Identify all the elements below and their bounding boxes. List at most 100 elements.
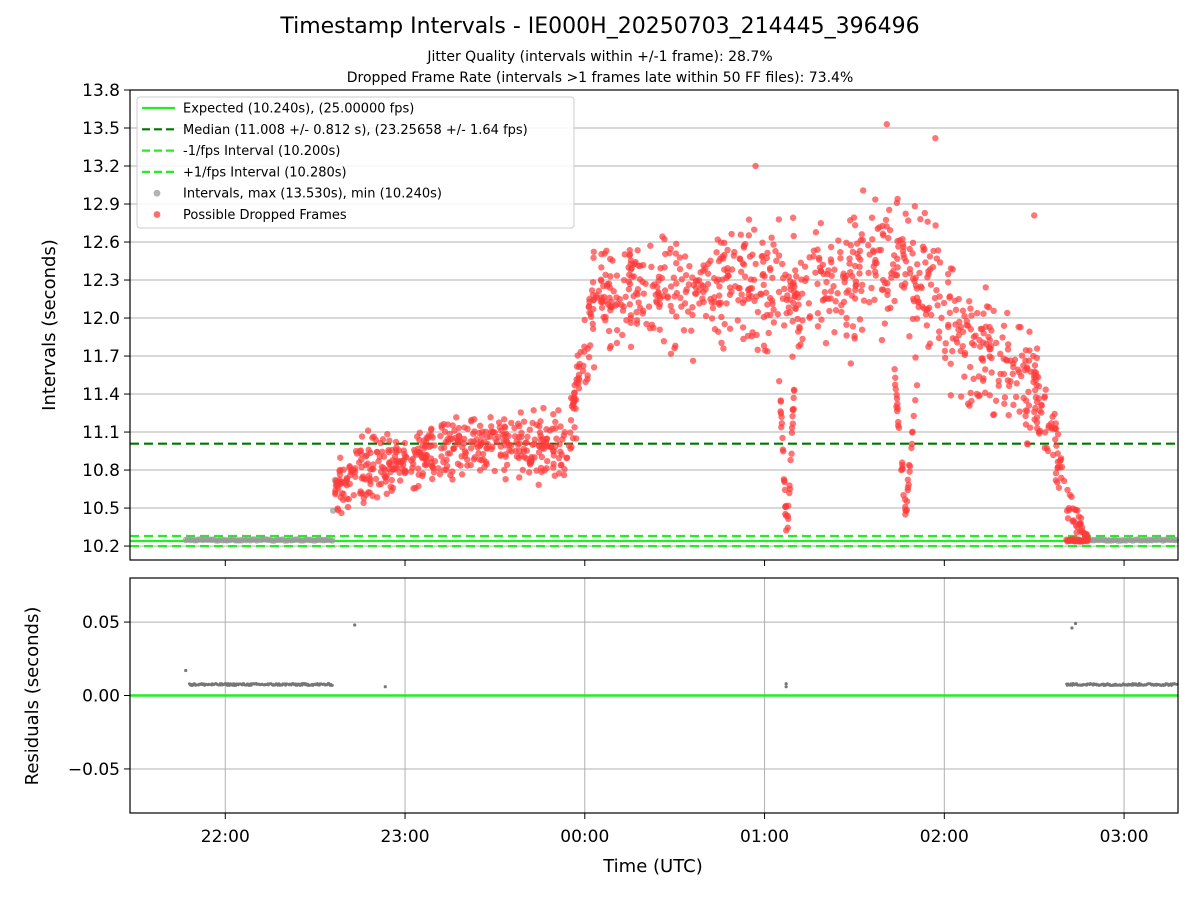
dropped-frame-point (938, 314, 945, 322)
dropped-frame-point (825, 267, 832, 274)
dropped-frame-point (979, 377, 987, 384)
dropped-frame-point (827, 256, 835, 263)
dropped-frame-point (927, 281, 935, 288)
dropped-frame-point (584, 372, 591, 379)
dropped-frame-point (835, 237, 842, 244)
dropped-frame-point (911, 278, 918, 285)
dropped-frame-point (942, 340, 949, 347)
dropped-frame-point (773, 257, 780, 265)
dropped-frame-point (476, 422, 484, 429)
dropped-frame-point (705, 260, 712, 267)
dropped-frame-point (657, 294, 664, 302)
dropped-frame-point (1025, 357, 1033, 364)
dropped-frame-point (673, 313, 680, 320)
dropped-frame-point (923, 322, 931, 329)
dropped-frame-point (976, 343, 984, 350)
dropped-frame-point (1081, 530, 1088, 538)
dropped-frame-point (686, 262, 693, 270)
dropped-frame-point (1033, 414, 1041, 421)
dropped-frame-point (525, 469, 533, 476)
dropped-frame-point (692, 284, 700, 291)
dropped-frame-point (648, 321, 656, 328)
dropped-frame-point (550, 411, 557, 418)
dropped-frame-point (453, 414, 460, 421)
dropped-frame-point (881, 320, 888, 327)
dropped-frame-point (661, 236, 668, 243)
dropped-frame-point (792, 267, 799, 274)
dropped-frame-point (369, 492, 376, 500)
dropped-frame-point (1025, 388, 1032, 396)
dropped-frame-point (752, 162, 759, 170)
dropped-frame-point (570, 395, 578, 402)
dropped-frame-point (765, 329, 772, 337)
dropped-frame-point (758, 253, 765, 260)
dropped-frame-point (585, 353, 593, 361)
dropped-frame-point (715, 299, 723, 306)
dropped-frame-point (503, 461, 511, 469)
dropped-frame-point (655, 273, 663, 280)
dropped-frame-point (656, 326, 663, 333)
dropped-frame-point (789, 214, 797, 221)
dropped-frame-point (491, 467, 498, 475)
dropped-frame-point (443, 456, 450, 464)
dropped-frame-point (379, 436, 387, 443)
dropped-frame-point (1066, 491, 1074, 499)
dropped-frame-point (1033, 354, 1041, 362)
dropped-frame-point (569, 435, 577, 442)
dropped-frame-point (806, 314, 813, 321)
dropped-frame-point (677, 294, 684, 302)
dropped-frame-point (367, 477, 374, 485)
dropped-frame-point (1026, 347, 1033, 354)
dropped-frame-point (571, 424, 578, 431)
residuals-plot: 22:00 23:00 00:00 01:00 02:00 03:00 0.05 0.00 −0… (68, 577, 1179, 847)
dropped-frame-point (828, 272, 835, 279)
dropped-frame-point (903, 506, 910, 514)
dropped-frame-point (814, 310, 822, 317)
dropped-frame-point (826, 307, 833, 315)
dropped-frame-point (603, 247, 610, 254)
dropped-frame-point (664, 293, 671, 300)
dropped-frame-point (529, 441, 536, 448)
dropped-frame-point (940, 299, 948, 307)
dropped-frame-point (482, 428, 489, 435)
dropped-frame-point (563, 454, 571, 461)
dropped-frame-point (790, 232, 797, 240)
dropped-frame-point (1036, 427, 1044, 435)
dropped-frame-point (589, 278, 597, 286)
dropped-frame-point (851, 222, 859, 229)
dropped-frame-point (673, 289, 681, 297)
dropped-frame-point (332, 482, 340, 489)
dropped-frame-point (574, 352, 581, 359)
dropped-frame-point (795, 343, 802, 350)
dropped-frame-point (759, 239, 766, 246)
dropped-frame-point (891, 365, 898, 373)
dropped-frame-point (1049, 451, 1057, 459)
intervals-plot: 10.2 10.5 10.8 11.1 11.4 11.7 12.0 12.3 12.6 12.9… (82, 81, 1180, 566)
dropped-frame-point (946, 294, 953, 301)
dropped-frame-point (421, 437, 428, 444)
dropped-frame-point (598, 250, 605, 258)
dropped-frame-point (831, 329, 838, 336)
dropped-frame-point (726, 325, 734, 332)
dropped-frame-point (560, 471, 568, 479)
y-tick-label: 10.2 (82, 537, 120, 557)
dropped-frame-point (589, 297, 597, 304)
dropped-frame-point (619, 331, 626, 339)
dropped-frame-point (852, 278, 860, 285)
dropped-frame-point (752, 260, 759, 268)
dropped-frame-point (760, 258, 767, 265)
dropped-frame-point (516, 423, 523, 430)
dropped-frame-point (1024, 441, 1031, 448)
y-tick-label: 12.3 (82, 271, 120, 291)
dropped-frame-point (843, 332, 850, 339)
dropped-frame-point (550, 464, 557, 471)
dropped-frame-point (988, 369, 995, 376)
dropped-frame-point (1032, 376, 1039, 384)
dropped-frame-point (823, 278, 830, 286)
dropped-frame-point (995, 377, 1002, 385)
dropped-frame-point (567, 416, 575, 424)
dropped-frame-point (627, 343, 635, 351)
dropped-frame-point (448, 435, 455, 443)
dropped-frame-point (519, 466, 526, 474)
dropped-frame-point (409, 455, 417, 462)
